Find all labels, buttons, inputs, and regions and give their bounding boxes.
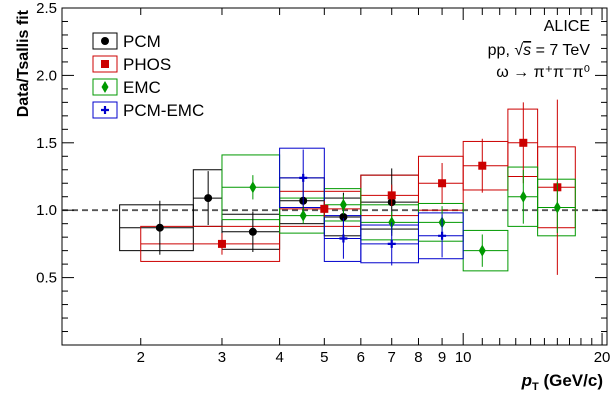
x-tick-label: 7 [388,349,396,366]
legend-swatch-box [92,32,118,50]
data-point [217,239,226,248]
legend-label: PCM-EMC [123,101,204,120]
data-point [248,227,257,236]
data-point [299,209,307,222]
data-point [339,198,347,211]
data-point [101,106,109,114]
data-point [299,173,308,182]
data-point [519,190,527,203]
data-point [387,239,396,248]
data-point [101,81,109,93]
data-point [155,223,164,232]
legend-label: PCM [123,32,161,51]
data-point [320,204,329,213]
y-tick-label: 0.5 [36,270,57,287]
data-point [204,194,213,203]
x-tick-label: 4 [275,349,283,366]
x-tick-label: 10 [455,349,472,366]
legend-label: PHOS [123,55,171,74]
data-point [478,161,487,170]
y-tick-label: 2.5 [36,0,57,17]
x-tick-label: 8 [414,349,422,366]
y-tick-label: 1.5 [36,135,57,152]
data-point [478,244,486,257]
y-axis-title: Data/Tsallis fit [15,9,32,117]
legend-swatch-box [92,55,118,73]
data-point [101,60,109,68]
data-point [339,212,348,221]
x-tick-label: 20 [594,349,611,366]
x-tick-label: 6 [357,349,365,366]
data-point [101,37,109,45]
plot-frame [61,7,608,346]
x-tick-label: 2 [137,349,145,366]
data-point [553,201,561,214]
x-tick-label: 5 [320,349,328,366]
legend: PCM PHOS EMC PCM-EMC [92,32,204,120]
data-point [339,234,348,243]
x-tick-label: 9 [438,349,446,366]
data-point [438,179,447,188]
experiment-label: ALICE [544,18,590,35]
x-tick-label: 3 [218,349,226,366]
legend-label: EMC [123,78,161,97]
data-point [438,231,447,240]
legend-swatch-box [92,101,118,119]
y-tick-label: 1.0 [36,202,57,219]
x-axis-title: pT (GeV/c) [521,371,603,393]
data-point [519,138,528,147]
reaction-label: ω → π⁺π⁻π⁰ [496,64,590,81]
data-point [249,181,257,194]
legend-swatch-box [92,78,118,96]
data-point [387,191,396,200]
y-tick-label: 2.0 [36,67,57,84]
system-label: pp, √s = 7 TeV [488,42,591,59]
